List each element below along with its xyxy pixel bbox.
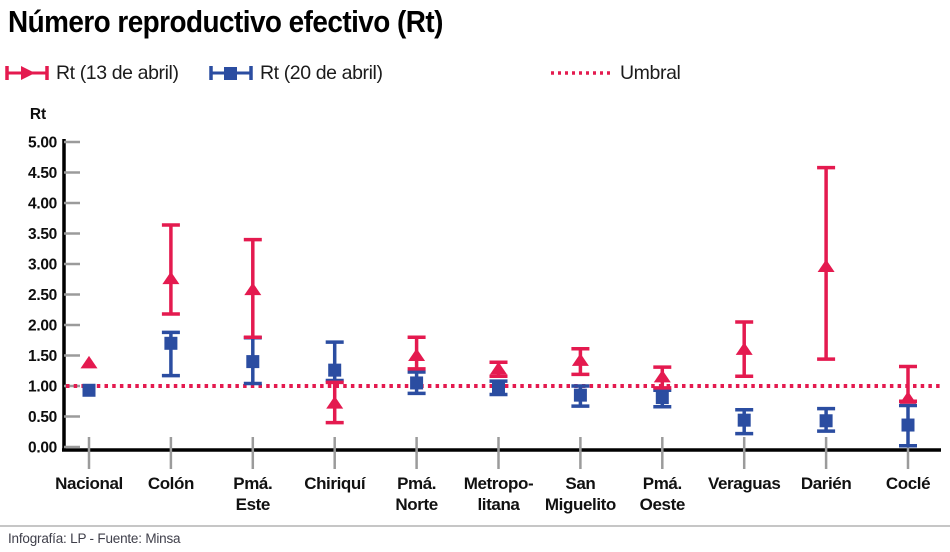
- dotted-line-icon: [551, 71, 613, 75]
- y-axis-ticks: 5.00 4.50 4.00 3.50 3.00 2.50 2.00 1.50 1.00 0.50…: [28, 106, 80, 457]
- errorbar-square-icon: [209, 66, 253, 80]
- svg-text:Metropo-litana: Metropo-litana: [464, 474, 534, 514]
- series-rt-13-de-abril-: [80, 165, 917, 425]
- svg-text:0.00: 0.00: [28, 440, 57, 457]
- series-rt-20-de-abril-: [82, 330, 917, 448]
- legend-item-rt-13-abril: Rt (13 de abril): [4, 61, 179, 85]
- svg-text:Coclé: Coclé: [886, 474, 930, 493]
- footer-credit: Infografía: LP - Fuente: Minsa: [8, 531, 181, 546]
- x-axis-ticks: Nacional Colón Pmá. Este Chiriquí Pmá. Norte Me…: [55, 437, 931, 514]
- svg-text:Pmá.Norte: Pmá. Norte: [395, 474, 437, 514]
- svg-text:Pmá.Este: Pmá. Este: [233, 474, 272, 514]
- svg-text:4.00: 4.00: [28, 196, 57, 213]
- svg-text:4.50: 4.50: [28, 165, 57, 182]
- svg-text:Pmá.Oeste: Pmá. Oeste: [640, 474, 685, 514]
- svg-text:3.50: 3.50: [28, 226, 57, 243]
- svg-text:5.00: 5.00: [28, 135, 57, 152]
- svg-text:Nacional: Nacional: [55, 474, 123, 493]
- svg-text:Rt: Rt: [30, 106, 46, 123]
- svg-text:1.50: 1.50: [28, 348, 57, 365]
- svg-text:Darién: Darién: [801, 474, 852, 493]
- svg-text:2.50: 2.50: [28, 287, 57, 304]
- svg-text:1.00: 1.00: [28, 379, 57, 396]
- svg-text:Colón: Colón: [148, 474, 194, 493]
- footer-divider: [0, 525, 950, 527]
- axes: [62, 139, 941, 452]
- legend-label-umbral: Umbral: [620, 61, 681, 84]
- svg-text:3.00: 3.00: [28, 257, 57, 274]
- legend-label-rt-20-abril: Rt (20 de abril): [260, 61, 383, 84]
- svg-text:Chiriquí: Chiriquí: [304, 474, 367, 493]
- errorbar-triangle-icon: [5, 66, 49, 80]
- page-title: Número reproductivo efectivo (Rt): [8, 4, 443, 39]
- svg-text:0.50: 0.50: [28, 409, 57, 426]
- legend-item-rt-20-abril: Rt (20 de abril): [208, 61, 383, 85]
- svg-text:Veraguas: Veraguas: [708, 474, 780, 493]
- svg-text:2.00: 2.00: [28, 318, 57, 335]
- legend-item-umbral: Umbral: [550, 61, 681, 85]
- legend-label-rt-13-abril: Rt (13 de abril): [56, 61, 179, 84]
